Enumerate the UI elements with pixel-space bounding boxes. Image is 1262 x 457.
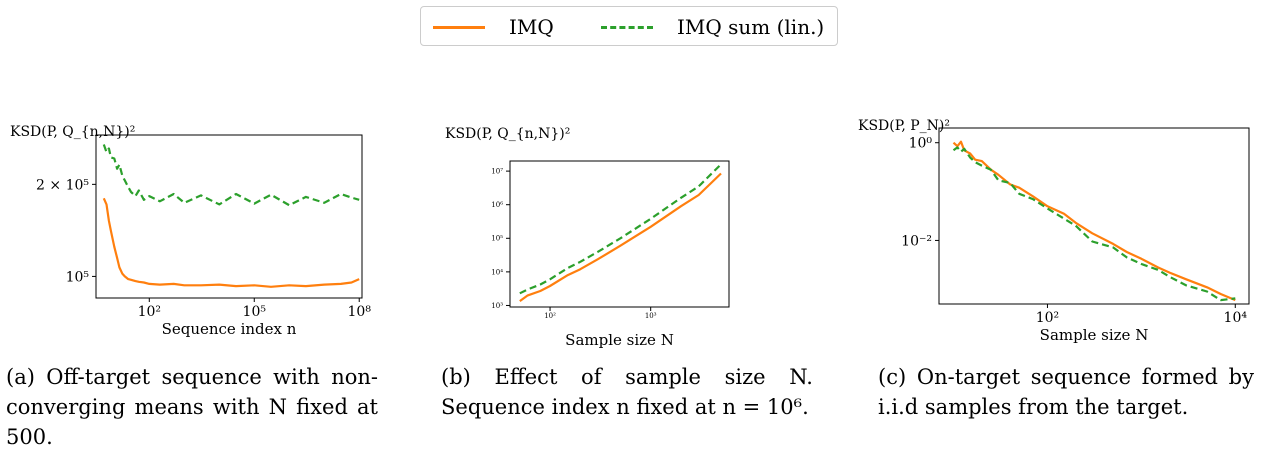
chart-a-xlabel: Sequence index n — [162, 320, 297, 338]
panel-c-ylabel: KSD(P, P_N)² — [858, 118, 950, 134]
panel-a-caption: (a) Off-target sequence with non-converg… — [6, 365, 378, 449]
panel-a-ylabel: KSD(P, Q_{n,N})² — [10, 124, 136, 140]
panel-b-ylabel: KSD(P, Q_{n,N})² — [445, 126, 571, 142]
chart-b-ytick-label-1: 10⁴ — [491, 268, 503, 276]
chart-b-ytick-label-3: 10⁶ — [491, 201, 503, 209]
legend-label-imq: IMQ — [509, 15, 554, 39]
chart-b-xtick-label-0: 10² — [544, 312, 556, 320]
legend-line-imq-sum — [601, 25, 653, 29]
chart-a-series-imq — [102, 197, 360, 288]
chart-b-xtick-label-1: 10³ — [645, 312, 657, 320]
legend-item-imq: IMQ — [433, 7, 554, 47]
chart-c-series-imq-sum — [952, 146, 1236, 302]
panel-c-caption: (c) On-target sequence formed by i.i.d s… — [878, 365, 1254, 419]
chart-b-frame — [509, 160, 730, 308]
panel-b-caption: (b) Effect of sample size N. Sequence in… — [441, 365, 813, 419]
chart-b-series-imq — [519, 172, 722, 302]
chart-a-ytick-label-1: 2 × 10⁵ — [36, 177, 89, 193]
chart-a-xtick-label-2: 10⁸ — [348, 304, 372, 320]
legend-label-imq-sum: IMQ sum (lin.) — [677, 15, 825, 39]
chart-c-xtick-label-0: 10² — [1036, 310, 1059, 326]
chart-c-xtick-label-1: 10⁴ — [1224, 310, 1248, 326]
chart-b-xlabel: Sample size N — [565, 331, 674, 349]
chart-c-ytick-label-1: 10⁰ — [909, 136, 933, 152]
chart-a-ytick-label-0: 10⁵ — [66, 269, 90, 285]
chart-a-xtick-label-0: 10² — [138, 304, 161, 320]
chart-a-series-imq-sum — [102, 144, 360, 207]
legend: IMQ IMQ sum (lin.) — [420, 6, 838, 46]
chart-c-xlabel: Sample size N — [1040, 326, 1149, 344]
legend-line-imq — [433, 25, 485, 29]
legend-item-imq-sum: IMQ sum (lin.) — [601, 7, 824, 47]
chart-b-ytick-label-2: 10⁵ — [491, 235, 503, 243]
chart-c-series-imq — [952, 140, 1236, 302]
chart-a-xtick-label-1: 10⁵ — [243, 304, 267, 320]
chart-b-ytick-label-0: 10³ — [491, 302, 503, 310]
chart-b-series-imq-sum — [519, 163, 722, 295]
chart-c-ytick-label-0: 10⁻² — [901, 233, 932, 249]
chart-a-frame — [95, 134, 363, 299]
chart-c-frame — [938, 127, 1250, 305]
chart-b-ytick-label-4: 10⁷ — [491, 168, 503, 176]
